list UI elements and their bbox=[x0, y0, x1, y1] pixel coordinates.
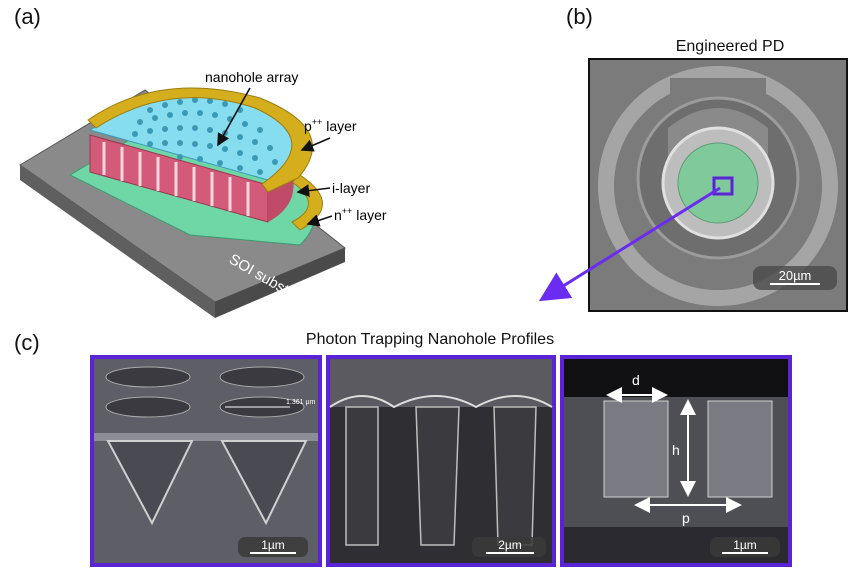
device-schematic: nanohole array p++ layer i-layer n++ lay… bbox=[19, 69, 387, 318]
dim-h: h bbox=[672, 442, 680, 458]
substrate-side-right bbox=[215, 248, 345, 318]
panel-label-b: (b) bbox=[566, 4, 593, 29]
scalebar-c1: 1µm bbox=[261, 538, 285, 552]
panel-label-a: (a) bbox=[14, 4, 41, 29]
scalebar-c2: 2µm bbox=[498, 538, 522, 552]
scalebar-c3: 1µm bbox=[733, 538, 757, 552]
label-p-layer: p++ layer bbox=[304, 117, 357, 134]
measurement-label: 1.361 µm bbox=[286, 399, 315, 406]
nanohole-dots bbox=[132, 97, 278, 175]
substrate-side-left bbox=[20, 165, 215, 318]
engineered-pd-sem: 20µm bbox=[588, 58, 848, 312]
label-i-layer: i-layer bbox=[332, 180, 370, 196]
dim-p: p bbox=[682, 510, 690, 526]
panel-c-title: Photon Trapping Nanohole Profiles bbox=[305, 331, 555, 348]
label-n-layer: n++ layer bbox=[334, 206, 387, 223]
dim-d: d bbox=[632, 372, 640, 388]
sem-image-2: 2µm bbox=[326, 355, 556, 567]
panel-b-title: Engineered PD bbox=[675, 38, 785, 55]
nanohole-columns bbox=[102, 142, 250, 216]
sem-image-1: 1.361 µm 1µm bbox=[90, 355, 322, 567]
panel-label-c: (c) bbox=[14, 330, 40, 355]
zoom-box bbox=[712, 176, 734, 196]
sem-image-3: d h p 1µm bbox=[560, 355, 792, 567]
zoom-arrow bbox=[538, 186, 721, 302]
p-contact bbox=[87, 87, 313, 193]
label-nanohole-array: nanohole array bbox=[205, 69, 298, 85]
scalebar-b: 20µm bbox=[779, 268, 812, 283]
